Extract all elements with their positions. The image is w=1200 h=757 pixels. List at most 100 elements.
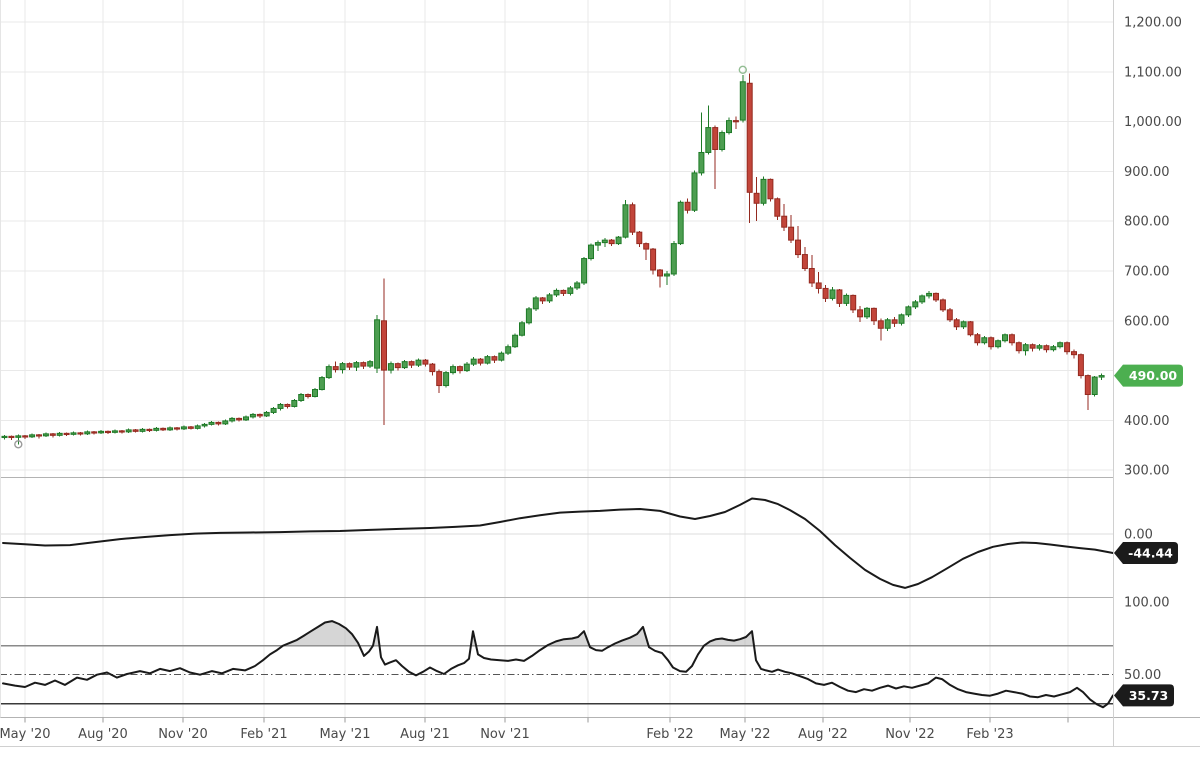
rsi-overbought-fill xyxy=(546,631,590,646)
candle-up xyxy=(180,426,187,430)
candle-up xyxy=(719,132,726,150)
candle-down xyxy=(408,361,415,366)
candle-up xyxy=(325,366,332,379)
candle-down xyxy=(1084,375,1091,396)
candle-down xyxy=(732,120,739,123)
candle-up xyxy=(519,322,525,336)
candle-up xyxy=(298,394,305,401)
last-price-badge-text: 490.00 xyxy=(1129,368,1178,383)
candle-down xyxy=(477,358,484,364)
candle-up xyxy=(1036,345,1043,349)
candle-down xyxy=(795,239,801,256)
candle-up xyxy=(367,361,374,367)
candle-up xyxy=(56,432,63,436)
candle-up xyxy=(270,407,277,413)
candle-down xyxy=(560,289,567,294)
candle-up xyxy=(532,297,539,310)
candle-up xyxy=(153,427,160,431)
candle-up xyxy=(125,429,132,433)
candle-down xyxy=(284,403,291,407)
candle-down xyxy=(187,426,194,429)
candle-up xyxy=(919,295,926,303)
candle-down xyxy=(933,292,939,301)
candle-up xyxy=(339,363,346,371)
candle-up xyxy=(691,172,698,211)
candle-up xyxy=(401,361,408,369)
momentum-axis-label: 0.00 xyxy=(1124,528,1153,543)
candle-down xyxy=(456,366,463,372)
time-axis-label: May '22 xyxy=(719,727,770,742)
candle-down xyxy=(774,198,781,217)
candle-up xyxy=(912,301,919,308)
candle-down xyxy=(346,363,353,368)
candle-down xyxy=(643,243,650,250)
candle-up xyxy=(277,403,284,409)
candle-up xyxy=(387,363,394,371)
candle-up xyxy=(512,334,519,348)
candle-up xyxy=(415,359,422,366)
candle-down xyxy=(788,226,795,241)
time-axis-label: Aug '20 xyxy=(78,727,128,742)
candle-down xyxy=(988,337,995,348)
candle-up xyxy=(588,244,594,260)
candle-down xyxy=(63,432,70,436)
candle-up xyxy=(484,356,491,364)
time-axis-label: Feb '21 xyxy=(240,727,287,742)
candle-down xyxy=(1071,351,1077,356)
candle-up xyxy=(443,372,450,387)
last-price-badge xyxy=(1114,364,1183,387)
price-axis-label: 400.00 xyxy=(1124,414,1170,429)
candle-down xyxy=(850,294,857,311)
candle-up xyxy=(567,287,574,294)
candle-down xyxy=(939,299,946,311)
momentum-line xyxy=(2,497,1114,589)
momentum-value-badge-text: -44.44 xyxy=(1128,545,1173,560)
candle-down xyxy=(974,334,981,344)
candle-up xyxy=(505,346,512,354)
time-axis-label: Nov '21 xyxy=(480,727,530,742)
candle-up xyxy=(574,282,581,289)
candle-up xyxy=(498,352,505,361)
candle-down xyxy=(1008,334,1015,344)
candle-down xyxy=(857,309,864,318)
candle-down xyxy=(712,127,719,150)
candle-down xyxy=(815,282,822,289)
candle-down xyxy=(650,248,657,271)
candle-up xyxy=(243,416,249,421)
candle-down xyxy=(836,289,843,304)
candle-down xyxy=(946,309,953,321)
price-axis-label: 700.00 xyxy=(1124,265,1170,280)
time-axis-label: May '21 xyxy=(319,727,370,742)
rsi-value-badge xyxy=(1114,684,1174,707)
candle-up xyxy=(291,399,298,407)
time-axis-label: Nov '22 xyxy=(885,727,935,742)
candle-up xyxy=(111,430,118,433)
candle-up xyxy=(1,435,8,439)
candle-down xyxy=(657,269,663,277)
candle-up xyxy=(249,413,256,418)
candle-down xyxy=(967,321,974,336)
candle-down xyxy=(684,201,691,211)
candle-down xyxy=(753,192,760,204)
candle-up xyxy=(670,243,677,275)
candle-up xyxy=(15,435,22,438)
candle-down xyxy=(332,366,339,371)
candle-up xyxy=(525,308,532,324)
candle-up xyxy=(374,319,381,369)
candle-down xyxy=(891,319,898,324)
rsi-line xyxy=(2,620,1114,709)
candle-up xyxy=(926,292,933,297)
candle-down xyxy=(132,429,139,432)
candle-up xyxy=(553,289,560,296)
candle-down xyxy=(381,320,387,371)
candle-down xyxy=(608,239,615,245)
candle-up xyxy=(263,411,270,417)
candle-up xyxy=(698,151,705,174)
candle-up xyxy=(353,362,360,368)
time-axis-label: Nov '20 xyxy=(158,727,208,742)
candle-down xyxy=(1029,344,1036,349)
price-axis-label: 1,200.00 xyxy=(1124,16,1182,31)
candle-down xyxy=(877,320,884,329)
candle-down xyxy=(746,82,753,193)
